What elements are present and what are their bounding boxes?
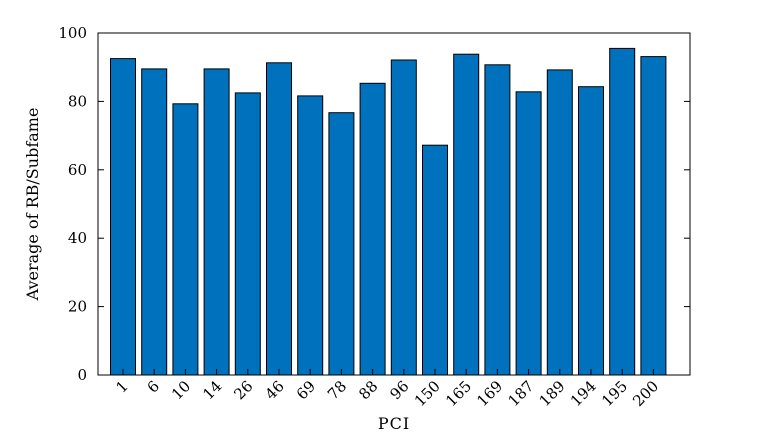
x-tick-label: 194	[567, 377, 600, 410]
bar-200	[640, 56, 667, 376]
x-tick-label: 46	[262, 377, 288, 403]
bar-195	[609, 47, 636, 376]
y-tick-label: 100	[58, 24, 87, 42]
bar-187	[515, 91, 542, 376]
axes-box	[97, 32, 691, 376]
bar-150	[422, 144, 448, 376]
y-tick-label: 0	[77, 366, 87, 384]
x-tick-label: 26	[230, 377, 256, 403]
x-tick-label: 10	[168, 377, 194, 403]
x-tick-label: 69	[293, 377, 319, 403]
bar-10	[172, 103, 199, 376]
bar-78	[328, 112, 355, 376]
y-tick-label: 40	[68, 229, 87, 247]
x-tick-label: 187	[504, 377, 537, 410]
x-tick-label: 14	[199, 377, 225, 403]
x-tick-label: 96	[386, 377, 412, 403]
bar-169	[484, 64, 511, 376]
x-tick-label: 1	[112, 377, 131, 396]
x-tick-label: 200	[629, 377, 662, 410]
bar-69	[297, 95, 324, 376]
bar-46	[266, 62, 292, 376]
y-axis: 0 20 40 60 80 100	[58, 24, 690, 384]
x-tick-label: 165	[442, 377, 475, 410]
x-tick-label: 195	[598, 377, 631, 410]
bar-26	[234, 92, 261, 376]
x-tick-label: 78	[324, 377, 350, 403]
bar-88	[359, 82, 386, 376]
y-tick-label: 60	[68, 161, 87, 179]
x-tick-label: 169	[473, 377, 506, 410]
bar-165	[453, 53, 480, 376]
bar-6	[141, 68, 168, 376]
bars-group	[110, 47, 667, 376]
bar-1	[110, 58, 136, 376]
y-axis-title: Average of RB/Subfame	[23, 108, 42, 302]
bar-14	[203, 68, 230, 376]
x-axis-title: PCI	[378, 414, 410, 433]
bar-189	[546, 69, 573, 376]
x-tick-label: 189	[536, 377, 569, 410]
y-tick-label: 20	[68, 298, 87, 316]
x-tick-label: 6	[144, 377, 163, 396]
bar-194	[578, 86, 604, 376]
bar-96	[390, 59, 417, 376]
x-tick-label: 88	[355, 377, 381, 403]
x-tick-label: 150	[411, 377, 444, 410]
y-tick-label: 80	[68, 92, 87, 110]
